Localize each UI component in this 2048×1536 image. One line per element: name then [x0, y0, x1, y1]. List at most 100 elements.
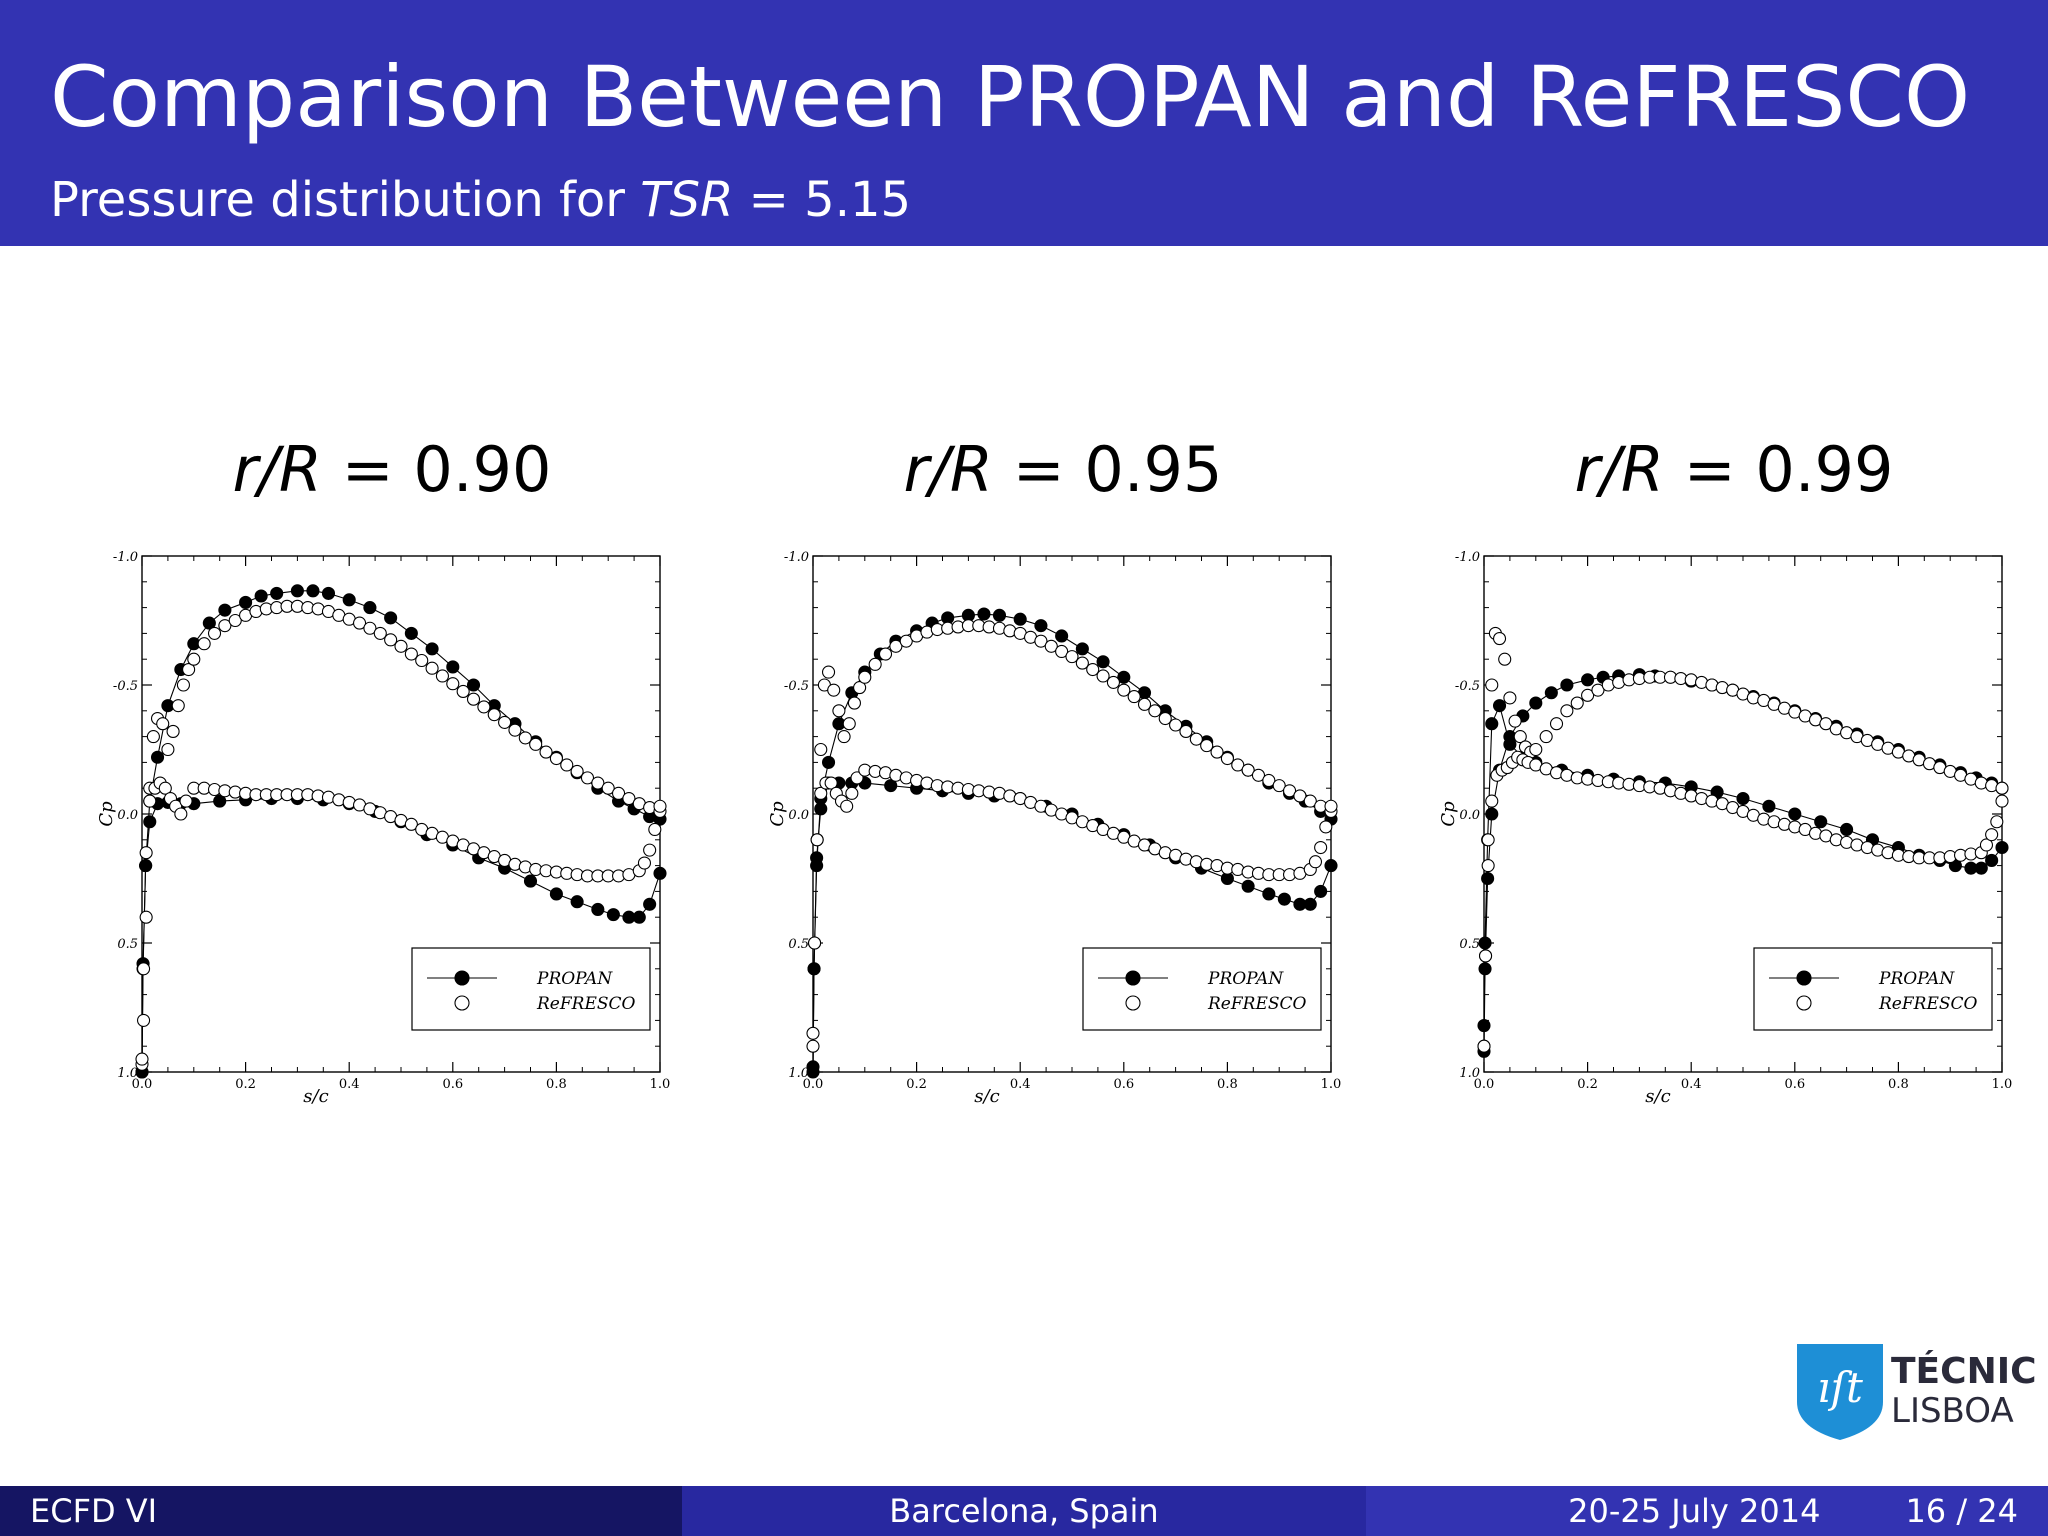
data-point-refresco	[197, 637, 211, 651]
data-point-refresco	[1210, 745, 1224, 759]
data-point-propan	[466, 678, 481, 692]
y-tick-label: -0.5	[784, 679, 809, 694]
data-point-propan	[1840, 822, 1854, 837]
legend-box	[411, 947, 651, 1031]
legend-marker-propan	[1796, 970, 1812, 986]
x-tick-label: 0.6	[1113, 1077, 1134, 1092]
footer-page-number: 16 / 24	[1905, 1492, 2018, 1530]
data-point-refresco	[156, 717, 170, 731]
legend-box	[1753, 947, 1993, 1031]
data-point-refresco	[508, 723, 522, 737]
data-point-propan	[643, 897, 657, 911]
data-point-refresco	[207, 626, 222, 640]
data-point-refresco	[1055, 644, 1069, 659]
x-tick-label: 0.8	[1217, 1077, 1238, 1092]
data-point-refresco	[477, 700, 491, 714]
legend-box	[1082, 947, 1322, 1031]
data-point-refresco	[1117, 683, 1131, 697]
data-point-refresco	[827, 683, 841, 697]
data-point-propan	[1736, 791, 1750, 806]
data-point-refresco	[1591, 683, 1605, 697]
data-point-refresco	[1075, 656, 1089, 670]
data-point-refresco	[889, 639, 903, 653]
data-point-refresco	[1498, 652, 1512, 666]
y-tick-label: 0.0	[1459, 808, 1480, 823]
data-point-propan	[1314, 884, 1328, 898]
data-point-propan	[807, 962, 821, 976]
data-point-refresco	[137, 962, 151, 976]
footer-right-section: 20-25 July 2014 16 / 24	[1366, 1486, 2048, 1536]
data-point-refresco	[549, 751, 563, 766]
data-point-refresco	[842, 717, 856, 731]
data-point-propan	[977, 607, 991, 621]
data-point-propan	[1013, 612, 1027, 626]
y-tick-label: 1.0	[788, 1066, 809, 1081]
data-point-refresco	[622, 791, 636, 806]
data-point-refresco	[1319, 820, 1333, 834]
x-tick-label: 0.4	[1010, 1077, 1031, 1092]
legend-label-refresco: ReFRESCO	[1878, 994, 1978, 1014]
data-point-refresco	[135, 1052, 149, 1066]
data-point-refresco	[1549, 717, 1564, 731]
chart-panel-1: r/R = 0.90 0.0 0.2 0.4 0.6 0.8 1.0 -1.0 -0.5 0.0…	[82, 425, 702, 1130]
legend-marker-propan	[454, 970, 470, 986]
data-point-refresco	[847, 696, 861, 710]
data-point-refresco	[373, 626, 387, 640]
data-point-propan	[1055, 629, 1069, 643]
data-point-refresco	[187, 652, 201, 666]
data-point-propan	[1581, 673, 1595, 687]
data-point-propan	[1262, 887, 1276, 901]
data-point-propan	[139, 859, 153, 873]
data-point-refresco	[1231, 758, 1245, 772]
data-point-refresco	[1220, 751, 1234, 766]
data-point-refresco	[1241, 763, 1255, 777]
legend-label-refresco: ReFRESCO	[1207, 994, 1307, 1014]
y-axis-label: Cp	[96, 801, 117, 827]
x-tick-label: 0.0	[132, 1077, 153, 1092]
data-point-propan	[1788, 807, 1802, 821]
x-axis-label: s/c	[974, 1086, 999, 1107]
data-point-refresco	[899, 634, 913, 648]
data-point-propan	[1762, 799, 1776, 813]
chart-plot: 0.0 0.2 0.4 0.6 0.8 1.0 -1.0 -0.5 0.0 0.5 1.0 s/c Cp…	[767, 550, 1341, 1107]
data-point-propan	[821, 755, 836, 769]
data-point-refresco	[1503, 691, 1517, 705]
data-point-propan	[321, 586, 336, 600]
data-point-refresco	[1570, 696, 1584, 710]
chart-plot: 0.0 0.2 0.4 0.6 0.8 1.0 -1.0 -0.5 0.0 0.5 1.0 s/c Cp…	[1438, 550, 2012, 1107]
data-point-refresco	[1272, 779, 1286, 793]
data-point-refresco	[143, 794, 157, 808]
y-tick-label: 1.0	[1459, 1066, 1480, 1081]
chart-title-equation: = 0.99	[1664, 433, 1894, 506]
y-axis-label: Cp	[767, 801, 788, 827]
data-point-propan	[570, 895, 584, 909]
tecnico-lisboa-logo: ıſt TÉCNICO LISBOA	[1797, 1344, 2035, 1440]
data-point-refresco	[518, 731, 532, 745]
y-tick-label: -0.5	[113, 679, 138, 694]
data-point-propan	[1324, 859, 1338, 873]
data-point-propan	[290, 584, 304, 598]
data-point-refresco	[1127, 690, 1141, 704]
data-point-propan	[425, 642, 439, 656]
data-point-refresco	[1251, 768, 1266, 782]
data-point-propan	[1117, 670, 1131, 684]
data-point-refresco	[1303, 794, 1317, 808]
data-point-refresco	[146, 730, 160, 744]
chart-plot: 0.0 0.2 0.4 0.6 0.8 1.0 -1.0 -0.5 0.0 0.5 1.0 s/c Cp…	[96, 550, 670, 1107]
legend-label-propan: PROPAN	[1207, 969, 1284, 989]
logo-line-1: TÉCNICO	[1891, 1350, 2035, 1392]
legend-marker-refresco	[454, 995, 470, 1011]
data-point-refresco	[1096, 669, 1110, 683]
data-point-propan	[1814, 815, 1828, 829]
data-point-propan	[591, 902, 605, 917]
x-tick-label: 0.4	[339, 1077, 360, 1092]
data-point-refresco	[1581, 688, 1595, 702]
data-point-propan	[1492, 699, 1507, 713]
data-point-refresco	[171, 699, 185, 713]
data-point-refresco	[808, 936, 822, 950]
y-tick-label: 0.5	[1459, 937, 1480, 952]
chart-title-variable: r/R	[903, 433, 994, 506]
data-point-propan	[653, 866, 667, 880]
data-point-refresco	[1148, 704, 1162, 718]
subtitle-equation: = 5.15	[733, 172, 912, 228]
